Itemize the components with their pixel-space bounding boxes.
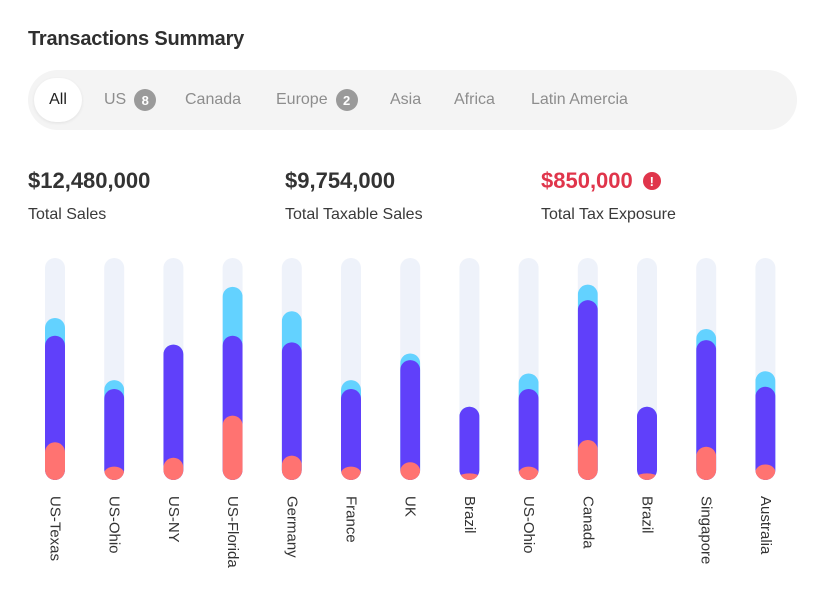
exclamation-icon[interactable]: ! (642, 172, 661, 190)
tab-label: US (104, 91, 127, 108)
bar-bottom-segment (104, 466, 125, 480)
x-axis-label: Australia (757, 496, 774, 555)
bar-group[interactable] (400, 258, 421, 480)
bar-mid-segment (755, 386, 776, 480)
tab-count-badge: 2 (335, 89, 358, 111)
stat-label: Total Sales (28, 206, 107, 223)
stat-value: $850,000 (541, 168, 633, 193)
tab-label: Europe (276, 91, 328, 108)
x-axis-label: Germany (283, 496, 300, 558)
bar-group[interactable] (459, 258, 480, 480)
tab-count-badge: 8 (134, 89, 157, 111)
bar-bottom-segment (459, 473, 480, 480)
bar-group[interactable] (341, 258, 361, 480)
bar-group[interactable] (637, 258, 657, 480)
stat-total-tax-exposure: $850,000 ! Total Tax Exposure (541, 168, 676, 224)
tab-label: Asia (390, 91, 422, 108)
bar-group[interactable] (222, 258, 243, 480)
tab-europe[interactable]: Europe 2 (276, 78, 358, 122)
bar-group[interactable] (577, 258, 598, 480)
bar-bottom-segment (222, 415, 243, 480)
stat-value: $12,480,000 (28, 168, 151, 193)
stat-value: $9,754,000 (285, 168, 396, 193)
bar-mid-segment (577, 300, 598, 480)
tab-label: Canada (185, 91, 242, 108)
bar-mid-segment (696, 340, 717, 480)
bar-mid-segment (518, 388, 539, 480)
tab-africa[interactable]: Africa (454, 78, 495, 122)
stat-total-sales: $12,480,000 Total Sales (28, 168, 150, 224)
bar-group[interactable] (518, 258, 539, 480)
stat-label: Total Tax Exposure (541, 206, 676, 223)
x-axis-label: US-Ohio (106, 496, 123, 554)
bar-bottom-segment (577, 440, 598, 480)
bar-bottom-segment (281, 455, 302, 480)
x-axis-label: Canada (579, 496, 596, 549)
bar-mid-segment (104, 388, 125, 480)
bar-bottom-segment (341, 466, 361, 480)
bar-bottom-segment (163, 457, 184, 480)
tab-all[interactable]: All (34, 78, 82, 122)
tab-label: All (49, 91, 67, 108)
bar-mid-segment (281, 342, 302, 480)
x-axis-label: Brazil (639, 496, 656, 534)
stat-label: Total Taxable Sales (285, 206, 423, 223)
bar-bottom-segment (400, 462, 421, 480)
tab-canada[interactable]: Canada (185, 78, 241, 122)
x-axis-label: US-Florida (224, 496, 241, 568)
bar-group[interactable] (163, 258, 184, 480)
bar-mid-segment (163, 344, 184, 480)
x-axis-label: US-NY (165, 496, 182, 543)
x-axis-label: Brazil (461, 496, 478, 534)
page-title: Transactions Summary (28, 28, 245, 50)
bar-bottom-segment (696, 446, 717, 480)
stat-total-taxable-sales: $9,754,000 Total Taxable Sales (285, 168, 423, 224)
bar-mid-segment (341, 388, 361, 480)
bar-bottom-segment (518, 466, 539, 480)
tab-latin-america[interactable]: Latin Amercia (531, 78, 628, 122)
bar-mid-segment (400, 360, 421, 480)
x-axis-label: US-Texas (47, 496, 64, 561)
x-axis-label: Singapore (698, 496, 715, 564)
tab-us[interactable]: US 8 (104, 78, 157, 122)
bar-bottom-segment (45, 442, 65, 480)
bar-group[interactable] (696, 258, 717, 480)
bar-group[interactable] (281, 258, 302, 480)
x-axis-label: US-Ohio (520, 496, 537, 554)
stat-value-row: $850,000 ! (541, 168, 676, 194)
x-axis-label: UK (402, 496, 419, 517)
tab-asia[interactable]: Asia (390, 78, 421, 122)
bar-mid-segment (637, 406, 657, 480)
bar-group[interactable] (45, 258, 65, 480)
tab-label: Latin Amercia (531, 91, 628, 108)
x-axis-label: France (343, 496, 360, 543)
bar-mid-segment (459, 406, 480, 480)
tab-label: Africa (454, 91, 495, 108)
bar-group[interactable] (104, 258, 125, 480)
bar-group[interactable] (755, 258, 776, 480)
bar-bottom-segment (755, 464, 776, 480)
region-tab-bar: All US 8 Canada Europe 2 Asia Africa Lat… (28, 70, 797, 130)
bar-bottom-segment (637, 473, 657, 480)
